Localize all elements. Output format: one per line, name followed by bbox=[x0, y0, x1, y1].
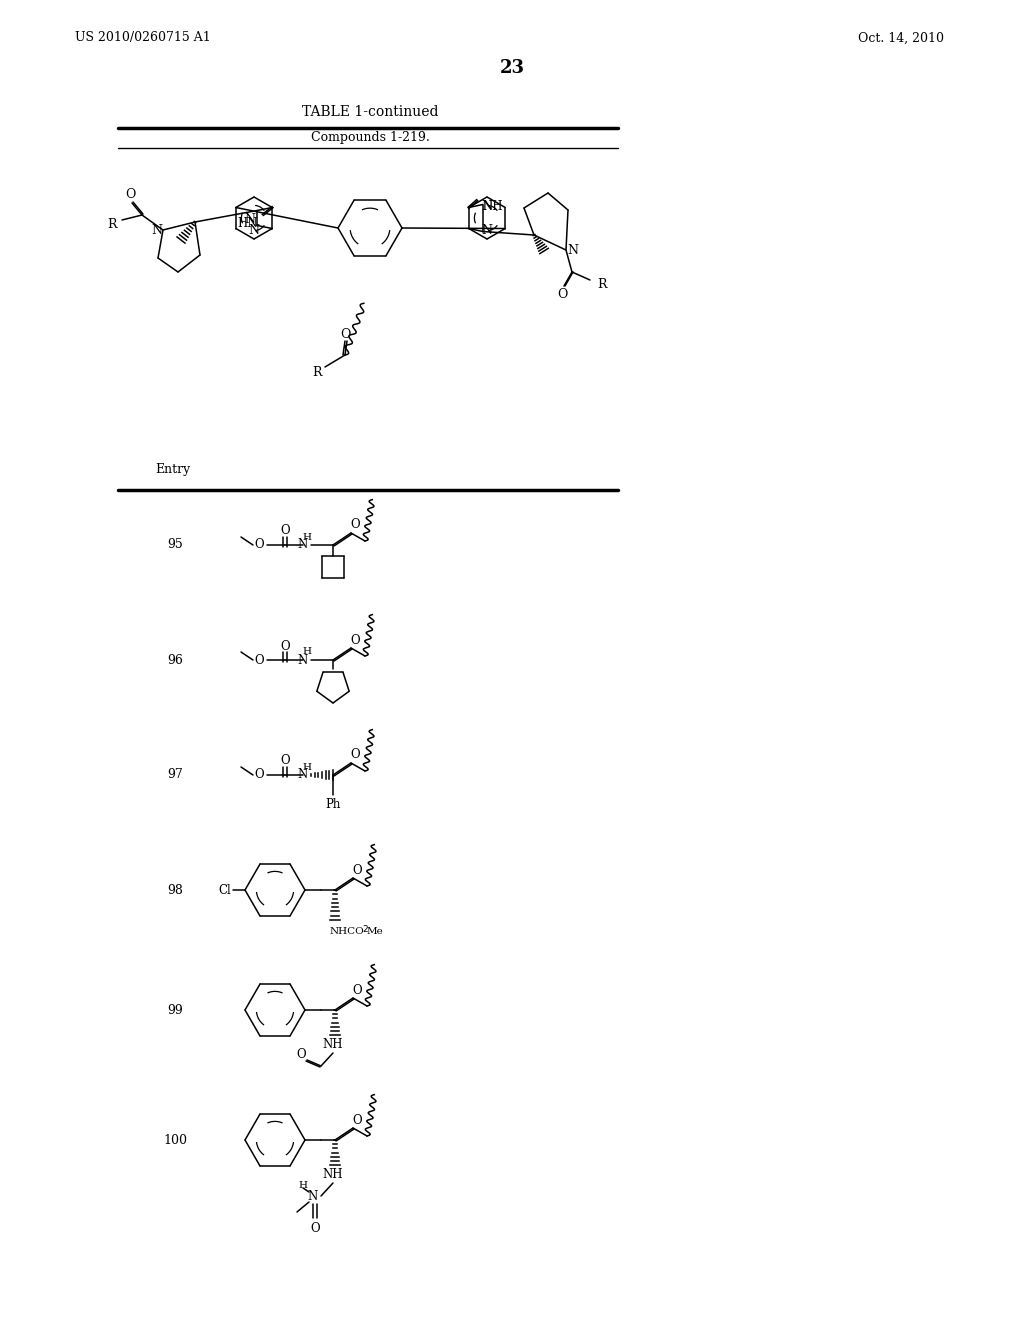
Text: 2: 2 bbox=[362, 925, 368, 935]
Text: O: O bbox=[350, 519, 359, 532]
Text: 99: 99 bbox=[167, 1003, 183, 1016]
Text: Ph: Ph bbox=[326, 799, 341, 812]
Text: US 2010/0260715 A1: US 2010/0260715 A1 bbox=[75, 32, 211, 45]
Text: N: N bbox=[308, 1189, 318, 1203]
Text: 97: 97 bbox=[167, 768, 183, 781]
Text: TABLE 1-continued: TABLE 1-continued bbox=[302, 106, 438, 119]
Text: NH: NH bbox=[323, 1168, 343, 1181]
Text: N: N bbox=[298, 653, 308, 667]
Text: O: O bbox=[254, 768, 264, 781]
Text: N: N bbox=[152, 223, 163, 236]
Text: 23: 23 bbox=[500, 59, 524, 77]
Text: H: H bbox=[302, 763, 311, 771]
Text: O: O bbox=[557, 288, 567, 301]
Text: H: H bbox=[302, 648, 311, 656]
Text: N: N bbox=[249, 223, 259, 236]
Text: N: N bbox=[298, 539, 308, 552]
Text: NH: NH bbox=[323, 1039, 343, 1052]
Text: R: R bbox=[108, 218, 117, 231]
Text: H: H bbox=[299, 1181, 307, 1191]
Text: O: O bbox=[254, 653, 264, 667]
Text: O: O bbox=[281, 755, 290, 767]
Text: O: O bbox=[254, 539, 264, 552]
Text: N: N bbox=[298, 768, 308, 781]
Text: N: N bbox=[245, 213, 256, 226]
Text: 98: 98 bbox=[167, 883, 183, 896]
Text: O: O bbox=[352, 863, 361, 876]
Text: 100: 100 bbox=[163, 1134, 187, 1147]
Text: O: O bbox=[352, 1114, 361, 1126]
Text: O: O bbox=[281, 524, 290, 537]
Text: Compounds 1-219.: Compounds 1-219. bbox=[310, 132, 429, 144]
Text: Entry: Entry bbox=[155, 463, 190, 477]
Text: N: N bbox=[481, 223, 493, 236]
Text: N: N bbox=[567, 243, 579, 256]
Text: O: O bbox=[340, 329, 350, 342]
Text: 95: 95 bbox=[167, 539, 183, 552]
Text: H: H bbox=[302, 532, 311, 541]
Text: 96: 96 bbox=[167, 653, 183, 667]
Text: R: R bbox=[312, 367, 322, 380]
Text: HN: HN bbox=[237, 216, 257, 230]
Text: O: O bbox=[310, 1221, 319, 1234]
Text: Cl: Cl bbox=[219, 883, 231, 896]
Text: O: O bbox=[281, 639, 290, 652]
Text: Oct. 14, 2010: Oct. 14, 2010 bbox=[858, 32, 944, 45]
Text: O: O bbox=[350, 634, 359, 647]
Text: R: R bbox=[597, 277, 607, 290]
Text: O: O bbox=[352, 983, 361, 997]
Text: O: O bbox=[350, 748, 359, 762]
Text: O: O bbox=[125, 189, 135, 202]
Text: N: N bbox=[481, 199, 493, 213]
Text: NHCO: NHCO bbox=[330, 928, 365, 936]
Text: O: O bbox=[296, 1048, 306, 1060]
Text: Me: Me bbox=[367, 928, 384, 936]
Text: NH: NH bbox=[482, 201, 503, 213]
